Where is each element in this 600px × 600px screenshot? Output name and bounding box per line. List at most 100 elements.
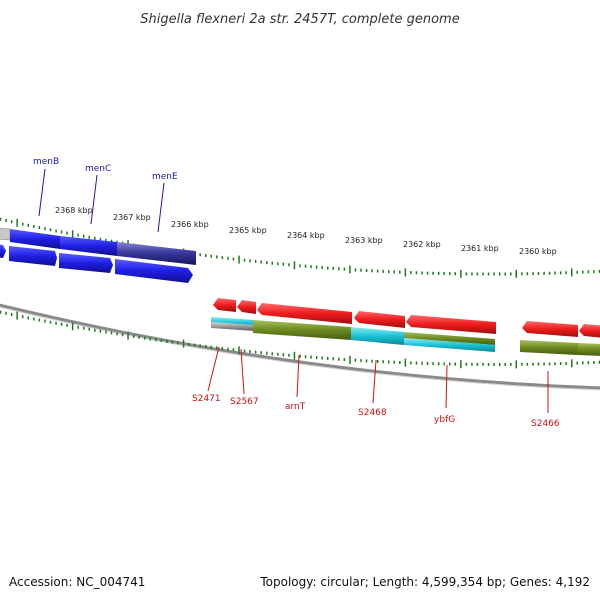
genome-summary-text: Topology: circular; Length: 4,599,354 bp… (259, 575, 590, 589)
minor-tick (410, 271, 412, 275)
minor-tick (376, 360, 379, 363)
minor-tick (576, 270, 578, 274)
gene-label-ybfG[interactable]: ybfG (434, 415, 455, 425)
scale-label: 2361 kbp (461, 244, 499, 253)
gene-feature[interactable] (257, 303, 352, 324)
minor-tick (321, 356, 323, 360)
gene-feature[interactable] (0, 244, 6, 258)
gene-feature[interactable] (406, 315, 496, 334)
minor-tick (282, 262, 285, 266)
minor-tick (60, 230, 63, 234)
minor-tick (5, 311, 7, 315)
minor-tick (177, 341, 179, 345)
gene-feature[interactable] (522, 321, 578, 337)
major-tick (127, 331, 129, 340)
major-tick (404, 268, 407, 277)
minor-tick (149, 337, 151, 341)
minor-tick (254, 259, 257, 263)
minor-tick (410, 361, 412, 365)
minor-tick (338, 267, 340, 271)
minor-tick (559, 271, 562, 275)
minor-tick (559, 362, 562, 366)
gene-label-S2468[interactable]: S2468 (358, 408, 387, 418)
minor-tick (354, 268, 357, 272)
minor-tick (27, 223, 29, 227)
gene-label-S2466[interactable]: S2466 (531, 419, 560, 429)
minor-tick (249, 350, 251, 353)
minor-tick (376, 269, 379, 273)
minor-tick (66, 323, 68, 327)
minor-tick (449, 362, 451, 366)
gene-feature[interactable] (237, 300, 256, 314)
minor-tick (421, 271, 423, 275)
gene-feature[interactable] (60, 236, 117, 256)
minor-tick (88, 235, 90, 239)
minor-tick (587, 361, 590, 365)
minor-tick (299, 354, 301, 358)
gene-feature[interactable] (213, 298, 236, 312)
gene-feature[interactable] (579, 324, 600, 338)
gene-feature[interactable] (117, 242, 196, 265)
minor-tick (304, 264, 307, 268)
minor-tick (476, 362, 479, 366)
gene-label-arnT[interactable]: arnT (285, 402, 306, 412)
minor-tick (537, 362, 540, 366)
minor-tick (487, 363, 490, 366)
gene-label-S2471[interactable]: S2471 (192, 394, 221, 404)
scale-label: 2366 kbp (171, 220, 209, 229)
minor-tick (216, 255, 218, 259)
minor-tick (598, 269, 600, 273)
minor-tick (487, 272, 490, 276)
minor-tick (437, 362, 440, 366)
minor-tick (94, 236, 96, 240)
minor-tick (593, 270, 595, 274)
gene-label-S2567[interactable]: S2567 (230, 397, 259, 407)
minor-tick (510, 362, 512, 366)
gene-feature[interactable] (59, 253, 113, 273)
minor-tick (44, 227, 46, 231)
major-tick (71, 322, 74, 331)
gene-feature[interactable] (0, 228, 11, 241)
gene-feature[interactable] (578, 343, 600, 356)
label-leader-line (157, 182, 165, 233)
minor-tick (227, 256, 229, 260)
gene-feature[interactable] (354, 311, 405, 328)
major-tick (16, 218, 18, 227)
genome-backbone-shadow (0, 306, 600, 391)
gene-feature[interactable] (520, 340, 578, 355)
minor-tick (232, 348, 235, 352)
major-tick (515, 360, 517, 369)
gene-feature[interactable] (404, 332, 495, 345)
minor-tick (343, 358, 346, 361)
gene-label-menE[interactable]: menE (152, 172, 178, 182)
minor-tick (565, 362, 567, 365)
minor-tick (510, 272, 512, 276)
minor-tick (304, 355, 307, 359)
gene-feature[interactable] (211, 322, 255, 331)
gene-feature[interactable] (253, 320, 351, 340)
gene-label-menC[interactable]: menC (85, 164, 111, 174)
major-tick (293, 351, 296, 360)
minor-tick (66, 231, 68, 235)
major-tick (293, 261, 296, 270)
minor-tick (526, 272, 529, 276)
minor-tick (288, 353, 290, 357)
minor-tick (598, 360, 600, 364)
gene-feature[interactable] (115, 259, 193, 283)
minor-tick (5, 219, 7, 222)
scale-label: 2365 kbp (229, 226, 267, 235)
minor-tick (576, 361, 578, 365)
gene-feature[interactable] (351, 327, 404, 345)
minor-tick (393, 270, 395, 274)
scale-label: 2364 kbp (287, 231, 325, 240)
gene-feature[interactable] (9, 246, 57, 266)
minor-tick (188, 342, 190, 346)
gene-label-menB[interactable]: menB (33, 157, 59, 167)
label-leader-line (240, 348, 245, 395)
gene-feature[interactable] (404, 338, 495, 352)
minor-tick (593, 361, 595, 364)
minor-tick (388, 360, 390, 364)
minor-tick (315, 265, 318, 269)
gene-feature[interactable] (10, 229, 60, 249)
